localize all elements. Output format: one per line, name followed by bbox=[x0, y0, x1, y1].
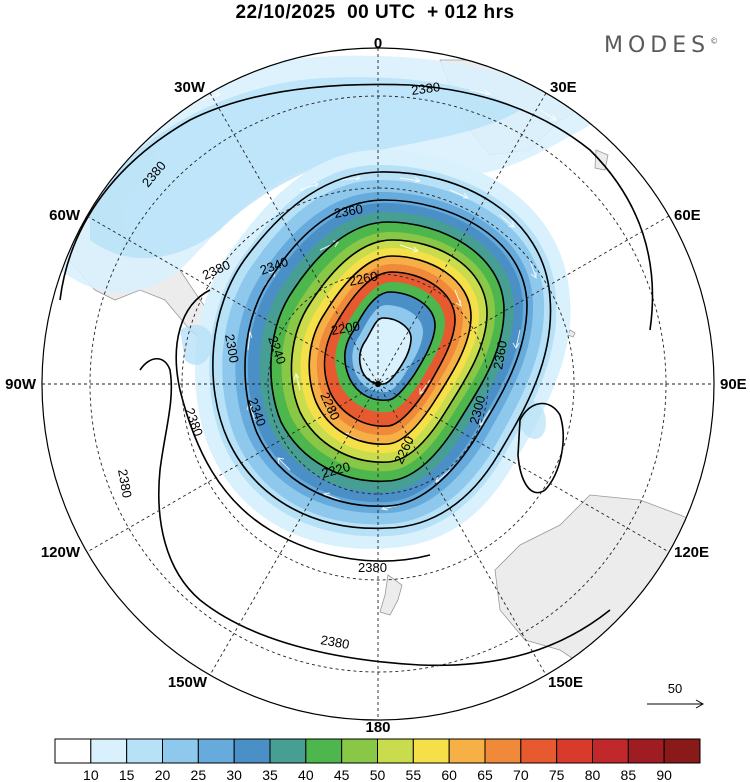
contour-label: 2380 bbox=[410, 79, 441, 98]
brand-name: MODES bbox=[604, 33, 711, 58]
vortex-core-15 bbox=[359, 318, 412, 385]
contour-2280 bbox=[290, 239, 488, 463]
contour-label: 2200 bbox=[330, 318, 361, 338]
longitude-labels: 0 180 90W 90E 30W 30E 60W 60E 120W 120E … bbox=[5, 35, 747, 736]
latitude-circle-45s bbox=[181, 187, 575, 581]
south-pole-marker bbox=[375, 381, 381, 387]
contour-label: 2300 bbox=[466, 394, 488, 426]
wind-vector bbox=[529, 259, 537, 280]
contour-label: 2360 bbox=[490, 339, 510, 370]
wind-vector bbox=[199, 91, 222, 101]
wind-vector bbox=[399, 244, 420, 253]
wind-vector bbox=[512, 329, 521, 349]
lon-label-30e: 30E bbox=[550, 79, 577, 96]
wind-vector bbox=[419, 379, 431, 395]
lon-label-120e: 120E bbox=[674, 544, 709, 561]
reference-arrow-head bbox=[695, 699, 705, 709]
wind-vector bbox=[339, 174, 361, 181]
contour-label: 2380 bbox=[115, 468, 135, 499]
patch-90w bbox=[180, 325, 213, 365]
wind-vector bbox=[539, 109, 557, 121]
map-title: 22/10/2025 00 UTC + 012 hrs bbox=[235, 2, 515, 23]
patch-90e bbox=[520, 399, 546, 440]
wind-vector bbox=[449, 189, 470, 199]
wind-vector bbox=[399, 176, 422, 183]
lon-label-30w: 30W bbox=[174, 79, 206, 96]
lon-label-150e: 150E bbox=[548, 674, 583, 691]
contour-label: 2220 bbox=[320, 459, 352, 481]
lon-label-150w: 150W bbox=[168, 674, 208, 691]
map-border bbox=[41, 47, 715, 721]
contour-label: 2360 bbox=[333, 201, 364, 221]
contour-label: 2380 bbox=[358, 560, 387, 575]
lon-label-60w: 60W bbox=[49, 207, 81, 224]
wind-vector bbox=[149, 109, 169, 121]
lon-label-60e: 60E bbox=[674, 207, 701, 224]
contour-2300 bbox=[270, 221, 505, 483]
contour-label: 2260 bbox=[348, 268, 379, 289]
lon-label-180: 180 bbox=[365, 719, 390, 736]
contour-2380-inner bbox=[175, 289, 431, 562]
jet-band-20-north bbox=[90, 77, 520, 259]
wind-vector bbox=[499, 214, 515, 228]
contour-2380-left bbox=[139, 357, 611, 667]
contour-2340 bbox=[244, 199, 528, 507]
wind-vector bbox=[293, 372, 301, 391]
contour-2380-outer bbox=[59, 83, 654, 331]
contour-2360 bbox=[212, 171, 552, 530]
lon-label-90w: 90W bbox=[5, 376, 37, 393]
reference-vector: 50 bbox=[647, 681, 705, 709]
new-zealand-landmass bbox=[379, 574, 403, 616]
wind-vector bbox=[454, 289, 462, 307]
wind-vector bbox=[469, 89, 492, 96]
contour-2260 bbox=[308, 255, 472, 445]
contour-2220 bbox=[344, 291, 436, 401]
contour-2380-east-loop bbox=[517, 402, 564, 494]
reference-vector-value: 50 bbox=[668, 681, 682, 696]
contour-label: 2380 bbox=[319, 632, 350, 652]
contour-2240 bbox=[323, 271, 456, 427]
contour-2200 bbox=[358, 317, 412, 385]
lon-label-90e: 90E bbox=[720, 376, 747, 393]
lon-label-120w: 120W bbox=[41, 544, 81, 561]
brand-logo: MODES© bbox=[604, 33, 718, 58]
lon-label-0: 0 bbox=[374, 35, 382, 52]
wind-vector bbox=[299, 181, 319, 191]
wind-vector bbox=[277, 457, 291, 471]
contour-label: 2300 bbox=[222, 333, 242, 364]
geopotential-contours bbox=[59, 83, 654, 667]
copyright-mark: © bbox=[710, 36, 719, 46]
